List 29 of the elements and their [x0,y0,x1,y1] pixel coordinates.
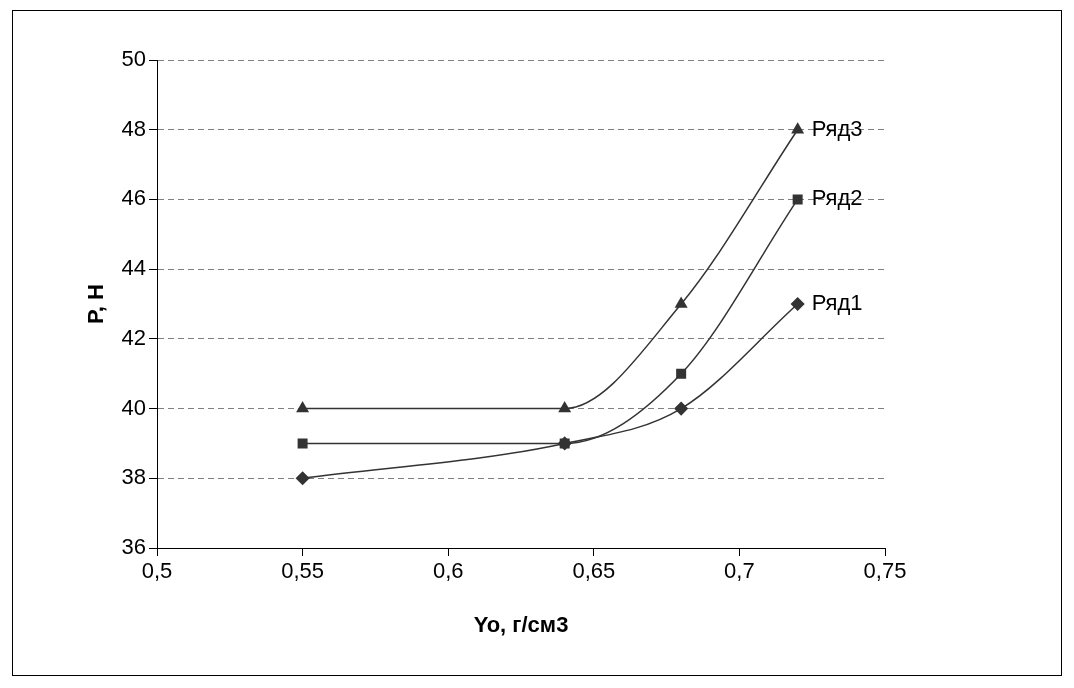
x-tick-label: 0,55 [281,558,325,584]
x-tick-label: 0,65 [572,558,616,584]
point [296,401,309,413]
y-axis-title: P, H [83,284,109,324]
point [295,471,310,486]
point [674,401,688,416]
y-tick-label: 44 [121,255,146,281]
y-tick-label: 48 [121,115,146,141]
series-label: Ряд3 [811,115,863,141]
point [558,401,571,413]
point [790,297,805,311]
y-tick-label: 40 [121,394,146,420]
y-tick-label: 36 [121,534,146,560]
x-axis-title: Yo, г/см3 [473,611,569,637]
point [791,122,804,134]
y-tick-label: 38 [121,464,146,490]
y-tick-label: 42 [121,324,146,350]
x-tick-label: 0,7 [724,558,755,584]
point [675,297,688,308]
y-tick-label: 46 [121,185,146,211]
x-tick-label: 0,75 [863,558,907,584]
x-tick-label: 0,6 [432,558,464,584]
point [297,438,308,449]
series-label: Ряд1 [811,290,863,316]
y-tick-label: 50 [121,46,146,72]
point [676,368,687,379]
series-label: Ряд2 [811,185,863,211]
x-tick-label: 0,5 [141,558,173,584]
point [792,194,803,205]
